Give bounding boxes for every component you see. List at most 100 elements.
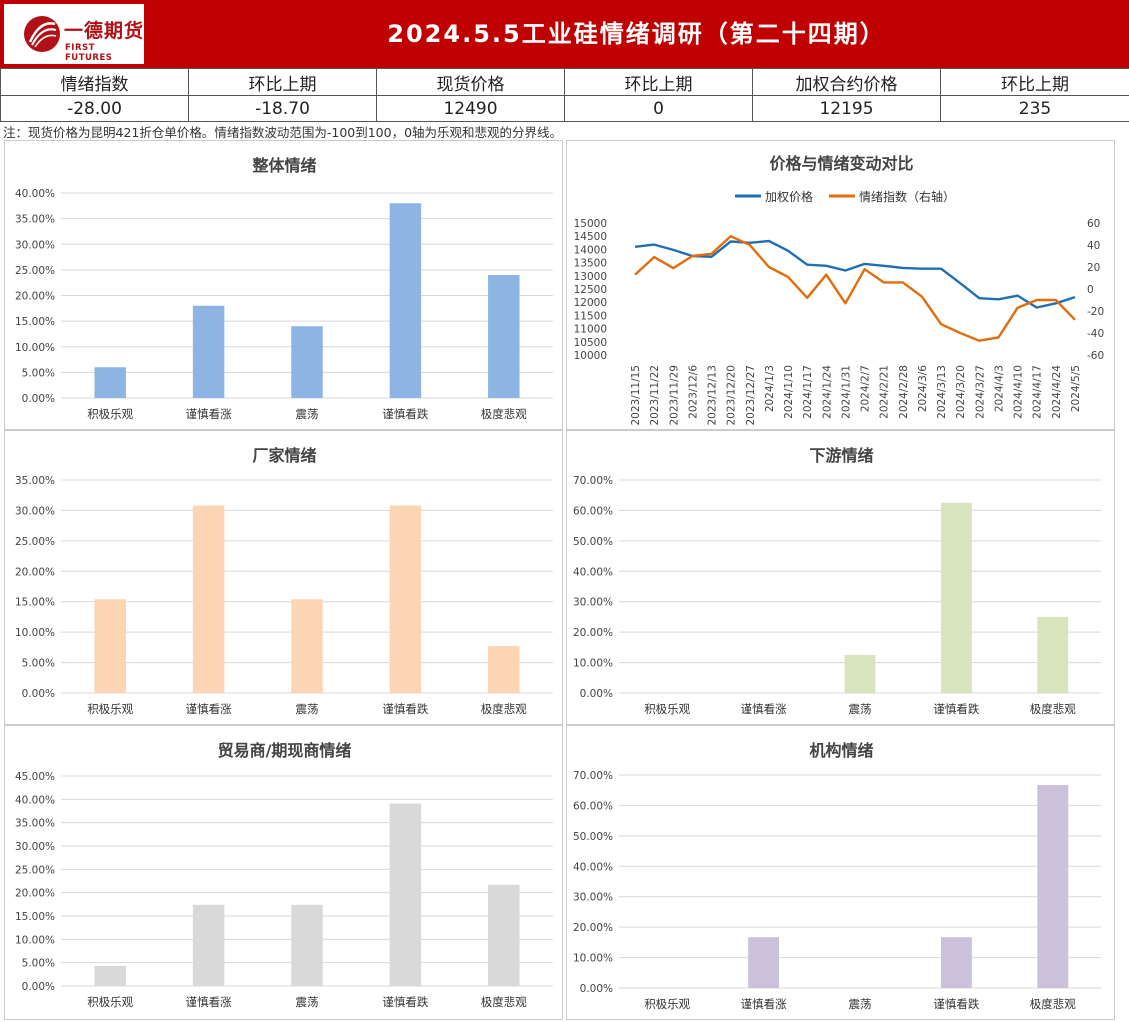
x-tick-label: 2023/11/29 (668, 365, 680, 426)
y-tick-label: 35.00% (15, 214, 55, 226)
y-tick-label: 0.00% (580, 688, 613, 700)
chart-title: 下游情绪 (809, 446, 873, 465)
category-label: 极度悲观 (481, 995, 527, 1009)
y-tick-label: 30.00% (573, 597, 613, 609)
overall-svg: 整体情绪 0.00% 5.00% 10.00% 15.00% 20.00% 25.00% 30… (15, 156, 553, 421)
y-tick-label: 0.00% (22, 688, 55, 700)
stat-value-weighted: 12195 (752, 95, 941, 122)
bar (940, 937, 972, 988)
bar (94, 367, 126, 398)
y-right-tick: -20 (1087, 306, 1104, 318)
y-left-tick: 10000 (574, 350, 607, 362)
y-left-tick: 11500 (574, 310, 607, 322)
y-tick-label: 30.00% (15, 239, 55, 251)
y-tick-label: 40.00% (573, 861, 613, 873)
x-tick-label: 2023/12/13 (707, 365, 719, 426)
footnote: 注：现货价格为昆明421折仓单价格。情绪指数波动范围为-100到100，0轴为乐… (3, 125, 563, 140)
institution-sentiment-chart: 机构情绪 0.00% 10.00% 20.00% 30.00% 40.00% 50.00% 6… (566, 725, 1115, 1020)
category-label: 谨慎看涨 (186, 407, 232, 421)
y-tick-label: 70.00% (573, 475, 613, 487)
category-label: 极度悲观 (1030, 702, 1076, 716)
legend-label: 加权价格 (765, 189, 813, 204)
stat-header-change: 环比上期 (940, 68, 1129, 96)
x-tick-label: 2024/1/10 (783, 365, 795, 419)
y-tick-label: 10.00% (15, 342, 55, 354)
chart-title: 厂家情绪 (252, 446, 316, 465)
y-tick-label: 40.00% (15, 794, 55, 806)
y-tick-label: 0.00% (580, 983, 613, 995)
legend-label: 情绪指数（右轴） (859, 189, 955, 204)
stat-header-sentiment: 情绪指数 (0, 68, 189, 96)
category-label: 谨慎看涨 (186, 702, 232, 716)
logo: 一德期货 FIRST FUTURES (4, 4, 144, 64)
category-label: 极度悲观 (481, 407, 527, 421)
x-tick-label: 2024/3/27 (974, 365, 986, 419)
institution-svg: 机构情绪 0.00% 10.00% 20.00% 30.00% 40.00% 50.00% 6… (573, 741, 1101, 1011)
chart-title: 机构情绪 (809, 741, 873, 760)
y-tick-label: 5.00% (22, 658, 55, 670)
y-tick-label: 60.00% (573, 800, 613, 812)
x-tick-label: 2023/11/22 (649, 365, 661, 426)
trader-sentiment-chart: 贸易商/期现商情绪 0.00% 5.00% 10.00% 15.00% 20.00% 25.… (4, 725, 563, 1020)
chart-title: 贸易商/期现商情绪 (218, 741, 352, 760)
x-tick-label: 2024/2/7 (860, 365, 872, 412)
category-label: 谨慎看跌 (382, 995, 428, 1009)
stat-header-weighted: 加权合约价格 (752, 68, 941, 96)
y-tick-label: 0.00% (22, 981, 55, 993)
y-tick-label: 20.00% (15, 566, 55, 578)
y-left-tick: 12000 (574, 297, 607, 309)
bar (389, 505, 422, 693)
producer-svg: 厂家情绪 0.00% 5.00% 10.00% 15.00% 20.00% 25.00% 30… (15, 446, 553, 716)
y-tick-label: 20.00% (15, 291, 55, 303)
category-label: 谨慎看涨 (186, 995, 232, 1009)
x-tick-label: 2023/12/6 (687, 365, 699, 419)
y-tick-label: 15.00% (15, 597, 55, 609)
category-label: 震荡 (296, 407, 319, 421)
page-title: 2024.5.5工业硅情绪调研（第二十四期） (387, 20, 886, 48)
y-tick-label: 10.00% (15, 627, 55, 639)
x-tick-label: 2024/4/24 (1051, 365, 1063, 419)
y-tick-label: 5.00% (22, 367, 55, 379)
y-tick-label: 35.00% (15, 818, 55, 830)
stat-value-spot: 12490 (376, 95, 565, 122)
x-tick-label: 2024/2/28 (898, 365, 910, 419)
y-right-tick: 0 (1087, 284, 1094, 296)
y-right-tick: -60 (1087, 350, 1104, 362)
y-tick-label: 50.00% (573, 831, 613, 843)
bar (940, 502, 972, 693)
stat-value-sentiment: -28.00 (0, 95, 189, 122)
x-tick-label: 2023/12/20 (726, 365, 738, 426)
y-left-tick: 15000 (574, 218, 607, 230)
bar (291, 599, 323, 693)
category-label: 谨慎看跌 (933, 997, 979, 1011)
bar (94, 965, 126, 986)
y-tick-label: 15.00% (15, 911, 55, 923)
y-tick-label: 25.00% (15, 265, 55, 277)
y-left-tick: 14000 (574, 244, 607, 256)
stat-header-change: 环比上期 (188, 68, 377, 96)
y-tick-label: 30.00% (15, 505, 55, 517)
y-tick-label: 60.00% (573, 505, 613, 517)
logo-mark-icon (24, 16, 60, 52)
y-tick-label: 5.00% (22, 958, 55, 970)
logo-en-text: FIRST FUTURES (65, 43, 113, 63)
y-tick-label: 40.00% (573, 566, 613, 578)
x-tick-label: 2024/1/3 (764, 365, 776, 412)
y-tick-label: 0.00% (22, 393, 55, 405)
x-tick-label: 2024/1/17 (802, 365, 814, 419)
y-tick-label: 30.00% (573, 892, 613, 904)
category-label: 震荡 (849, 997, 872, 1011)
category-label: 震荡 (849, 702, 872, 716)
y-tick-label: 10.00% (573, 658, 613, 670)
category-label: 谨慎看跌 (382, 407, 428, 421)
y-right-tick: 40 (1087, 240, 1100, 252)
bar (94, 599, 126, 693)
producer-sentiment-chart: 厂家情绪 0.00% 5.00% 10.00% 15.00% 20.00% 25.00% 30… (4, 430, 563, 725)
x-tick-label: 2024/5/5 (1070, 365, 1082, 412)
bar (389, 203, 422, 398)
category-label: 极度悲观 (1030, 997, 1076, 1011)
x-tick-label: 2024/3/20 (955, 365, 967, 419)
x-tick-label: 2024/4/3 (993, 365, 1005, 412)
y-tick-label: 10.00% (573, 953, 613, 965)
